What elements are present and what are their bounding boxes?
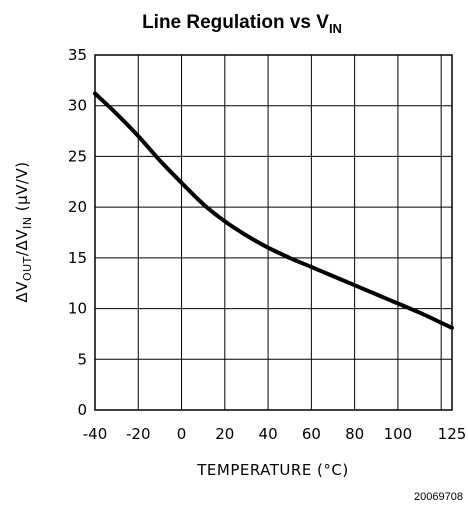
chart-title-subscript: IN	[329, 21, 342, 36]
x-tick-label: 40	[259, 425, 278, 443]
chart-title-main: Line Regulation vs V	[142, 12, 329, 33]
x-tick-label: 80	[345, 425, 364, 443]
x-tick-label: 0	[177, 425, 187, 443]
y-tick-label: 30	[68, 97, 87, 115]
y-tick-label: 15	[68, 249, 87, 267]
chart-title: Line Regulation vs VIN	[142, 12, 342, 36]
y-tick-label: 5	[77, 350, 87, 368]
series-line	[93, 91, 454, 330]
y-axis-ticks: 0 5 10 15 20 25 30 35	[68, 46, 87, 419]
grid-lines	[95, 55, 452, 410]
x-tick-label: 100	[384, 425, 413, 443]
y-tick-label: 35	[68, 46, 87, 64]
y-tick-label: 25	[68, 147, 87, 165]
x-axis-ticks: -40 -20 0 20 40 60 80 100 125	[83, 425, 467, 443]
x-axis-label: TEMPERATURE (°C)	[196, 461, 349, 479]
x-tick-label: -20	[126, 425, 151, 443]
x-tick-label: -40	[83, 425, 108, 443]
y-tick-label: 20	[68, 198, 87, 216]
x-tick-label: 60	[302, 425, 321, 443]
y-tick-label: 0	[77, 401, 87, 419]
plot-frame	[94, 54, 453, 411]
figure-id: 20069708	[414, 491, 463, 503]
x-tick-label: 20	[215, 425, 234, 443]
x-tick-label: 125	[438, 425, 467, 443]
y-tick-label: 10	[68, 300, 87, 318]
y-axis-label: ΔVOUT/ΔVIN (μV/V)	[13, 161, 34, 302]
